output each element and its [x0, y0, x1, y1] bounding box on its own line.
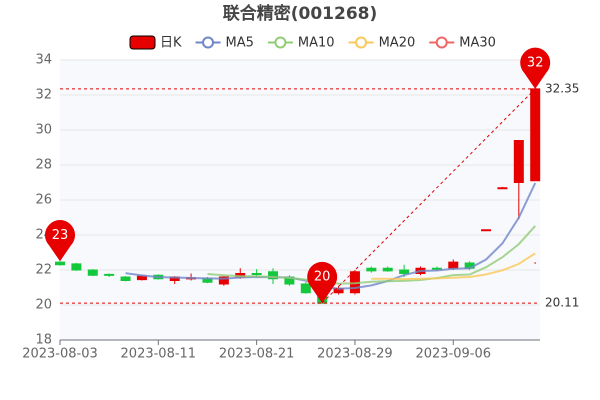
- y-tick-label: 20: [35, 298, 52, 313]
- mark-pin: [45, 220, 75, 262]
- x-tick-label: 2023-08-03: [22, 347, 98, 362]
- legend-icon: [355, 36, 368, 49]
- mark-line-label: 20.11: [545, 296, 579, 310]
- y-tick-label: 28: [35, 158, 52, 173]
- y-tick-label: 22: [35, 263, 52, 278]
- candle-body: [120, 276, 131, 281]
- chart-title: 联合精密(001268): [223, 3, 378, 24]
- candle-body: [251, 273, 262, 275]
- y-tick-label: 26: [35, 193, 52, 208]
- y-tick-label: 32: [35, 88, 52, 103]
- candle-body: [481, 229, 492, 232]
- candle-body: [448, 261, 459, 269]
- legend-label: MA10: [298, 36, 335, 51]
- legend-icon: [202, 36, 215, 49]
- legend: 日K MA5 MA10 MA20 MA30: [129, 35, 496, 51]
- candle-body: [300, 283, 311, 294]
- legend-label: 日K: [160, 36, 182, 51]
- y-tick-label: 18: [35, 333, 52, 348]
- candle-body: [513, 140, 524, 183]
- candle-body: [382, 267, 393, 272]
- candle-body: [87, 269, 98, 276]
- mark-pin: [520, 47, 551, 89]
- legend-label: MA20: [379, 36, 416, 51]
- candle-body: [530, 88, 541, 182]
- candle-body: [71, 263, 82, 271]
- candle-body: [399, 269, 410, 274]
- legend-label: MA30: [459, 36, 496, 51]
- legend-icon: [435, 36, 448, 49]
- mark-pin: [307, 261, 338, 304]
- candle-body: [55, 261, 65, 266]
- x-tick-label: 2023-08-11: [121, 347, 197, 362]
- trend-line: [321, 88, 536, 304]
- mark-pin-label: 20: [314, 270, 331, 285]
- candle-body: [268, 271, 279, 280]
- mark-pin-label: 23: [52, 228, 69, 243]
- candle-body: [218, 276, 229, 285]
- candle-body: [366, 267, 377, 272]
- ma-line: [371, 252, 536, 281]
- mark-pin-label: 32: [527, 55, 544, 70]
- x-tick-label: 2023-09-06: [415, 347, 491, 362]
- legend-icon: [274, 36, 287, 49]
- x-tick-label: 2023-08-21: [219, 347, 295, 362]
- candle-body: [431, 267, 442, 270]
- candle-body: [104, 273, 115, 276]
- y-tick-label: 34: [35, 53, 52, 68]
- y-tick-label: 30: [35, 123, 52, 138]
- legend-icon: [129, 35, 156, 50]
- x-tick-label: 2023-08-29: [317, 347, 393, 362]
- ma-point: [534, 262, 537, 264]
- ma-line: [207, 225, 536, 285]
- candle-body: [497, 187, 508, 190]
- mark-line-label: 32.35: [545, 81, 579, 95]
- legend-label: MA5: [226, 36, 254, 51]
